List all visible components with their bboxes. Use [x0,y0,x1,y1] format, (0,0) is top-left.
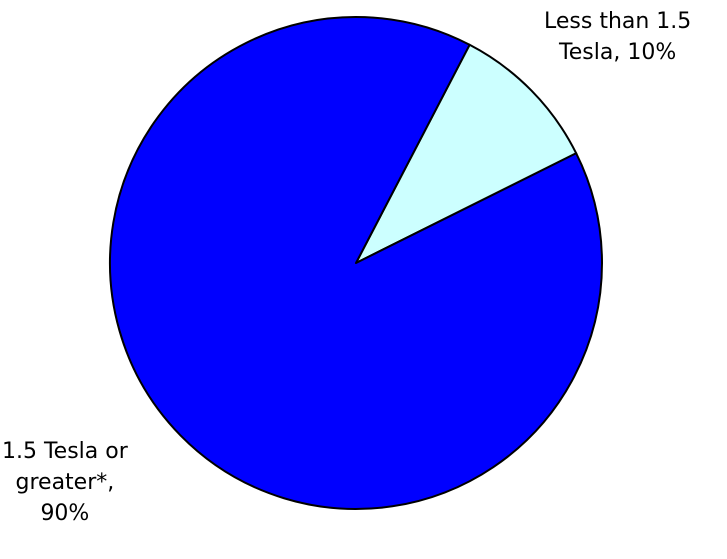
slice-label-less-than-1-5-tesla: Less than 1.5 Tesla, 10% [544,6,691,68]
slice-label-line: greater*, [15,470,115,495]
slice-label-line: 1.5 Tesla or [2,439,128,464]
slice-label-line: 90% [40,501,90,526]
pie-slice-less-than-1-5-tesla [355,43,578,264]
slice-label-line: Tesla, 10% [559,40,677,65]
slice-label-line: Less than 1.5 [544,9,692,34]
slice-label-1-5-tesla-or-greater: 1.5 Tesla or greater*, 90% [2,436,128,529]
pie-slice-1-5-tesla-or-greater [109,16,603,510]
